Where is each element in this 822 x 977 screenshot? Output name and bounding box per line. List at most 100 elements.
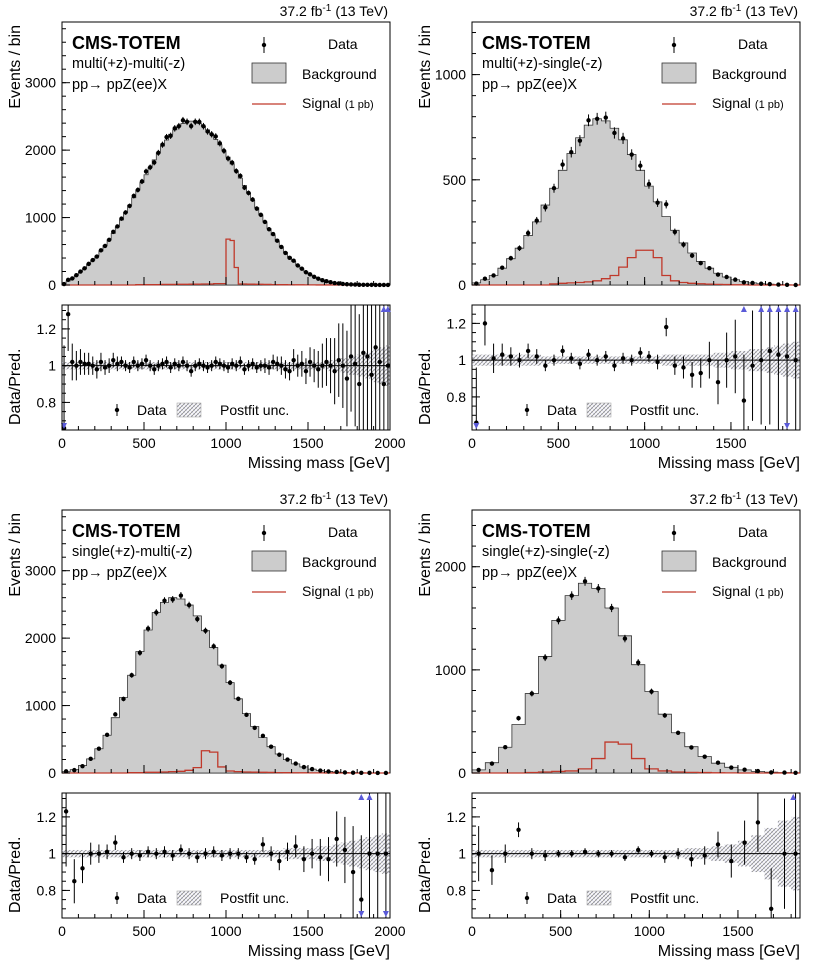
data-point: [569, 149, 574, 155]
data-point: [254, 206, 259, 211]
ratio-point: [121, 855, 126, 860]
data-point: [352, 282, 358, 287]
ratio-point: [733, 354, 738, 359]
data-point: [340, 281, 346, 287]
ratio-point: [543, 363, 548, 368]
data-point: [61, 281, 67, 287]
data-point: [121, 696, 126, 702]
lumi-label: 37.2 fb-1 (13 TeV): [280, 491, 388, 507]
ratio-point: [119, 359, 124, 365]
ratio-point: [147, 363, 153, 368]
ratio-point: [197, 361, 202, 367]
ratio-point: [63, 809, 69, 814]
data-point: [758, 281, 764, 286]
lumi-label: 37.2 fb-1 (13 TeV): [690, 3, 798, 19]
ratio-point: [596, 851, 601, 856]
data-point: [160, 142, 165, 147]
data-point: [123, 210, 128, 215]
ratio-point: [275, 361, 280, 367]
data-point: [383, 770, 389, 776]
data-point: [293, 761, 298, 766]
data-point: [268, 744, 274, 749]
ratio-point: [295, 363, 300, 368]
y-tick-label: 3000: [25, 75, 56, 91]
x-axis-title: Missing mass [GeV]: [658, 943, 800, 960]
x-tick-label: 1500: [722, 923, 753, 939]
y-axis-title: Events / bin: [417, 513, 434, 597]
ratio-y-axis-title: Data/Pred.: [7, 837, 24, 913]
data-point: [145, 626, 151, 631]
lumi-value: 37.2 fb: [280, 3, 323, 19]
ratio-point: [365, 354, 370, 359]
experiment-label: CMS-TOTEM: [482, 521, 591, 541]
ratio-point: [252, 856, 257, 862]
x-axis-title: Missing mass [GeV]: [248, 943, 390, 960]
ratio-point: [377, 359, 382, 365]
data-point: [201, 123, 206, 129]
data-point: [154, 610, 159, 615]
data-point: [113, 712, 118, 717]
data-point: [348, 282, 354, 287]
ratio-point: [129, 851, 134, 856]
legend-data-marker-dot: [261, 530, 267, 536]
data-point: [164, 134, 169, 140]
ratio-point: [82, 361, 87, 367]
data-point: [369, 282, 374, 288]
ratio-offscale-arrow: [382, 911, 389, 917]
ratio-point: [629, 357, 634, 363]
ratio-y-tick-label: 0.8: [37, 394, 57, 410]
data-point: [662, 713, 668, 718]
ratio-point: [309, 851, 315, 856]
data-point: [646, 181, 652, 187]
data-point: [689, 745, 694, 750]
ratio-point: [270, 359, 276, 365]
ratio-point: [357, 381, 362, 387]
data-point: [750, 280, 755, 286]
data-point: [98, 248, 104, 253]
ratio-point: [517, 357, 522, 363]
legend-background-label: Background: [712, 554, 787, 570]
legend-signal-label: Signal (1 pb): [302, 583, 374, 599]
legend-signal-label: Signal (1 pb): [712, 95, 784, 111]
data-point: [784, 282, 790, 287]
ratio-point: [715, 380, 721, 385]
y-tick-label: 1000: [25, 698, 56, 714]
data-point: [476, 767, 481, 773]
data-point: [74, 273, 79, 278]
data-point: [793, 770, 798, 775]
x-axis-title: Missing mass [GeV]: [658, 455, 800, 472]
legend-background-label: Background: [712, 66, 787, 82]
ratio-point: [508, 354, 514, 359]
ratio-point: [361, 350, 366, 355]
ratio-y-tick-label: 1: [48, 846, 56, 862]
ratio-y-tick-label: 1: [458, 846, 466, 862]
ratio-point: [283, 367, 288, 372]
ratio-point: [359, 897, 364, 902]
energy-label: (13 TeV): [335, 3, 388, 19]
data-point: [205, 129, 210, 134]
ratio-point: [707, 357, 712, 363]
ratio-point: [195, 855, 200, 860]
ratio-point: [299, 361, 305, 367]
legend-background-label: Background: [302, 66, 377, 82]
ratio-point: [227, 851, 233, 856]
ratio-point: [262, 363, 268, 368]
lumi-exponent: -1: [732, 491, 741, 502]
ratio-point: [131, 359, 136, 365]
ratio-offscale-arrow: [784, 306, 791, 312]
x-tick-label: 2000: [374, 923, 405, 939]
data-point: [629, 152, 634, 157]
data-point: [357, 282, 362, 287]
x-tick-label: 0: [468, 435, 476, 451]
ratio-point: [258, 363, 264, 368]
data-point: [707, 265, 712, 271]
ratio-offscale-arrow: [790, 794, 797, 800]
data-point: [287, 255, 292, 261]
ratio-legend-data-label: Data: [547, 890, 577, 906]
ratio-offscale-arrow: [784, 423, 791, 429]
ratio-point: [156, 363, 161, 368]
ratio-point: [352, 361, 358, 367]
data-point: [556, 618, 561, 623]
ratio-point: [311, 363, 317, 368]
ratio-point: [104, 849, 110, 855]
